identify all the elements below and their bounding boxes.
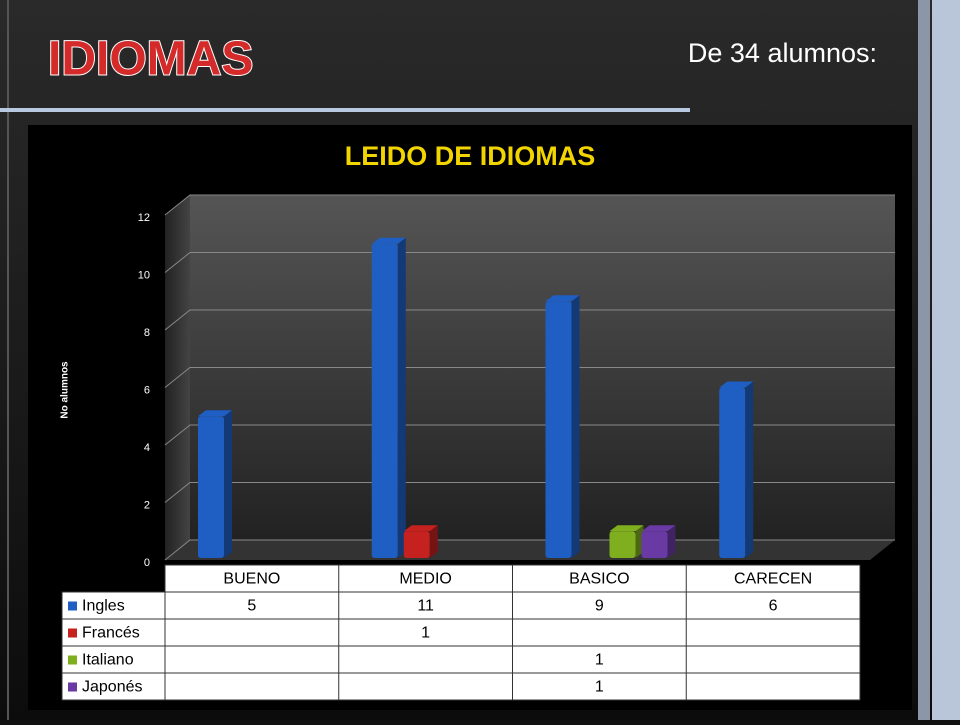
bar-top — [403, 525, 438, 532]
bar-top — [545, 295, 580, 302]
side-bar — [932, 0, 960, 720]
grid-line — [164, 482, 895, 503]
legend-label: Ingles — [82, 598, 125, 615]
x-tick-label: MEDIO — [399, 571, 451, 588]
legend-swatch — [68, 601, 77, 611]
bar — [198, 416, 224, 558]
grid-line — [164, 252, 895, 273]
bar-side — [224, 410, 232, 558]
y-tick-label: 10 — [138, 269, 150, 281]
y-tick-label: 4 — [144, 442, 150, 454]
bar-side — [429, 525, 438, 558]
x-tick-label: BASICO — [569, 571, 629, 588]
side-bar — [918, 0, 930, 720]
data-label: 9 — [595, 598, 604, 615]
bar-side — [667, 525, 676, 558]
y-tick-label: 6 — [144, 384, 150, 396]
bar-side — [745, 381, 754, 558]
bar — [719, 387, 746, 558]
y-tick-label: 12 — [138, 212, 150, 224]
grid-line — [164, 424, 895, 446]
bar — [371, 243, 398, 558]
floor — [165, 540, 895, 560]
bar-top — [719, 381, 754, 388]
plot: 0 2 4 6 8 10 12 BUENO MEDIO BASICO CARECEN Ingles 5 1… — [61, 194, 895, 701]
slide-title: IDIOMAS — [48, 33, 253, 86]
bar — [403, 531, 430, 558]
legend-swatch — [68, 682, 77, 692]
chart-title: LEIDO DE IDIOMAS — [345, 141, 596, 171]
slide-subtitle: De 34 alumnos: — [688, 38, 877, 68]
data-label: 1 — [421, 625, 430, 642]
legend-swatch — [68, 655, 77, 665]
bar — [545, 301, 572, 558]
data-label: 5 — [247, 598, 256, 615]
bar — [641, 531, 668, 558]
legend-swatch — [68, 628, 77, 638]
y-tick-label: 2 — [144, 499, 150, 511]
legend-label: Italiano — [82, 652, 134, 669]
x-tick-label: CARECEN — [734, 571, 812, 588]
bar-top — [609, 525, 644, 532]
data-label: 1 — [595, 652, 604, 669]
data-label: 1 — [595, 679, 604, 696]
legend-label: Japonés — [82, 679, 143, 696]
bar-side — [397, 237, 406, 558]
grid-line — [164, 194, 895, 216]
grid-line — [164, 367, 895, 388]
y-tick-label: 8 — [144, 327, 150, 339]
x-tick-label: BUENO — [223, 571, 280, 588]
grid-line — [164, 309, 895, 331]
data-label: 6 — [769, 598, 778, 615]
bar-top — [371, 237, 406, 244]
legend-label: Francés — [82, 625, 140, 642]
bar-top — [641, 525, 676, 532]
bar-top — [198, 410, 232, 417]
bar-side — [571, 295, 580, 558]
y-axis-label: No alumnos — [60, 361, 71, 419]
y-tick-label: 0 — [144, 557, 150, 569]
data-label: 11 — [417, 598, 434, 615]
bar — [609, 531, 636, 558]
